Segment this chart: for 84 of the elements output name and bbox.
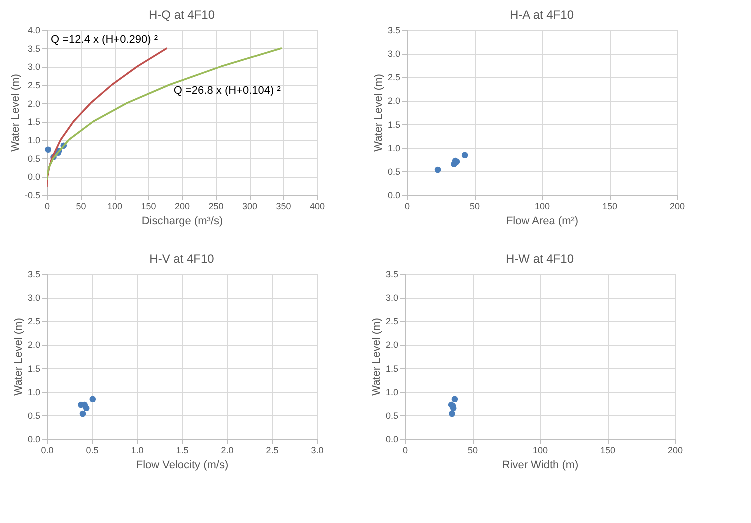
y-tick-label: 0.5 bbox=[28, 154, 40, 164]
y-tick-label: 1.5 bbox=[388, 120, 400, 130]
y-tick-label: 0.0 bbox=[28, 172, 40, 182]
y-tick-label: 2.0 bbox=[28, 340, 40, 350]
y-axis-title: Water Level (m) bbox=[10, 74, 22, 152]
y-tick-label: 2.0 bbox=[386, 340, 398, 350]
y-tick-label: 2.5 bbox=[28, 316, 40, 327]
y-tick-label: 2.0 bbox=[28, 98, 40, 109]
y-tick-label: 3.5 bbox=[28, 44, 40, 54]
y-tick-label: 2.0 bbox=[388, 96, 400, 106]
y-tick-label: 1.0 bbox=[388, 143, 400, 154]
x-tick-label: 0 bbox=[404, 202, 410, 212]
x-tick-label: 100 bbox=[534, 202, 550, 212]
point bbox=[449, 410, 456, 418]
point bbox=[90, 396, 96, 403]
y-tick-label: 1.0 bbox=[386, 387, 398, 398]
chart-title: H-W at 4F10 bbox=[506, 252, 574, 266]
chart-title: H-Q at 4F10 bbox=[148, 8, 216, 22]
x-tick-label: 3.0 bbox=[311, 446, 324, 456]
x-tick-label: 0 bbox=[44, 202, 50, 212]
x-tick-label: 0 bbox=[402, 446, 408, 456]
y-tick-label: 0.0 bbox=[386, 434, 398, 444]
point bbox=[434, 166, 442, 174]
point bbox=[83, 405, 90, 412]
line-series bbox=[47, 47, 168, 188]
x-tick-label: 300 bbox=[242, 202, 258, 212]
y-tick-label: 0.5 bbox=[386, 410, 398, 421]
y-tick-label: 1.5 bbox=[28, 364, 40, 374]
x-axis-title: Flow Velocity (m/s) bbox=[136, 460, 229, 472]
x-tick-label: 250 bbox=[208, 202, 224, 212]
x-tick-label: 1.0 bbox=[131, 446, 144, 456]
y-tick-label: 3.0 bbox=[28, 62, 40, 72]
x-tick-label: 100 bbox=[532, 446, 548, 456]
line-series bbox=[47, 47, 283, 182]
x-tick-label: 50 bbox=[468, 446, 478, 456]
y-axis-title: Water Level (m) bbox=[370, 318, 383, 396]
y-tick-label: 2.5 bbox=[388, 72, 400, 83]
annotation: Q =26.8 x (H+0.104) ² bbox=[174, 85, 282, 98]
x-tick-label: 1.5 bbox=[176, 446, 189, 456]
x-tick-label: 200 bbox=[670, 202, 686, 212]
chart-title: H-V at 4F10 bbox=[150, 252, 215, 266]
x-tick-label: 2.5 bbox=[266, 446, 279, 456]
x-tick-label: 0.0 bbox=[41, 446, 54, 456]
y-tick-label: 0.0 bbox=[388, 190, 400, 200]
y-axis-title: Water Level (m) bbox=[12, 318, 25, 396]
y-tick-label: 3.5 bbox=[386, 270, 398, 280]
x-axis-title: Flow Area (m²) bbox=[506, 216, 579, 228]
y-tick-label: 3.0 bbox=[386, 293, 398, 304]
y-tick-label: 1.0 bbox=[28, 387, 40, 398]
annotation: Q =12.4 x (H+0.290) ² bbox=[51, 34, 158, 46]
y-tick-label: 0.0 bbox=[28, 434, 40, 444]
x-tick-label: 200 bbox=[174, 202, 190, 212]
x-tick-label: 50 bbox=[470, 202, 480, 212]
x-tick-label: 400 bbox=[310, 202, 326, 212]
y-tick-label: 1.5 bbox=[28, 117, 40, 128]
point bbox=[462, 152, 468, 159]
x-tick-label: 2.0 bbox=[221, 446, 234, 456]
point bbox=[45, 146, 52, 154]
x-axis-title: Discharge (m³/s) bbox=[142, 216, 224, 228]
y-tick-label: 2.5 bbox=[386, 316, 398, 327]
x-tick-label: 100 bbox=[107, 202, 123, 212]
y-tick-label: 1.5 bbox=[386, 364, 398, 374]
x-tick-label: 150 bbox=[141, 202, 156, 212]
x-tick-label: 150 bbox=[600, 446, 616, 456]
y-tick-label: 2.5 bbox=[28, 80, 40, 90]
y-tick-label: 3.0 bbox=[388, 49, 400, 60]
point bbox=[452, 396, 458, 403]
y-tick-label: 0.5 bbox=[28, 410, 40, 421]
y-tick-label: 1.0 bbox=[28, 136, 40, 146]
x-axis-title: River Width (m) bbox=[502, 460, 579, 472]
x-tick-label: 0.5 bbox=[86, 446, 99, 456]
chart-title: H-A at 4F10 bbox=[510, 8, 574, 22]
y-tick-label: -0.5 bbox=[24, 190, 40, 200]
x-tick-label: 150 bbox=[602, 202, 618, 212]
y-tick-label: 3.0 bbox=[28, 293, 40, 304]
y-tick-label: 3.5 bbox=[388, 26, 400, 36]
x-tick-label: 200 bbox=[668, 446, 684, 456]
y-tick-label: 3.5 bbox=[28, 270, 40, 280]
x-tick-label: 50 bbox=[76, 202, 86, 212]
point bbox=[80, 410, 86, 418]
y-tick-label: 0.5 bbox=[388, 166, 400, 177]
y-axis-title: Water Level (m) bbox=[372, 74, 385, 152]
x-tick-label: 350 bbox=[276, 202, 292, 212]
y-tick-label: 4.0 bbox=[28, 26, 40, 36]
